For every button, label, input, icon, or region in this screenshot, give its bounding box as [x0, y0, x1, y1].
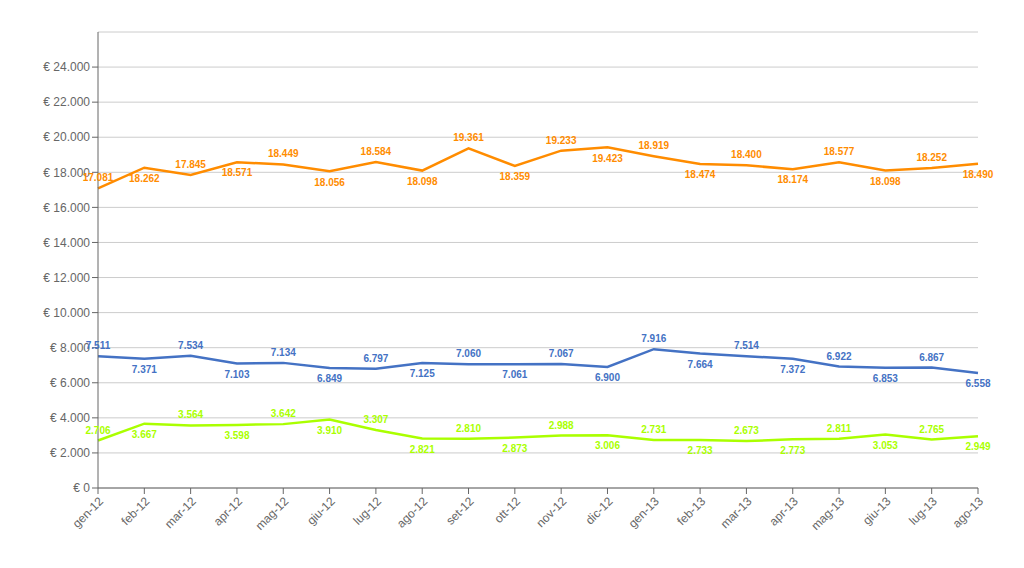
svg-text:2.821: 2.821 [410, 444, 435, 455]
svg-text:€ 4.000: € 4.000 [50, 411, 90, 425]
svg-text:2.706: 2.706 [85, 425, 110, 436]
svg-text:18.252: 18.252 [916, 152, 947, 163]
svg-text:3.667: 3.667 [132, 429, 157, 440]
svg-text:mag-13: mag-13 [809, 494, 848, 533]
svg-text:€ 24.000: € 24.000 [43, 60, 90, 74]
svg-text:7.916: 7.916 [641, 333, 666, 344]
svg-text:2.810: 2.810 [456, 423, 481, 434]
svg-text:6.558: 6.558 [965, 378, 990, 389]
svg-text:€ 0: € 0 [73, 481, 90, 495]
svg-text:giu-12: giu-12 [304, 494, 338, 528]
svg-text:18.490: 18.490 [963, 169, 994, 180]
svg-text:feb-12: feb-12 [118, 494, 152, 528]
svg-text:giu-13: giu-13 [860, 494, 894, 528]
svg-text:3.307: 3.307 [363, 414, 388, 425]
svg-text:lug-12: lug-12 [351, 494, 385, 528]
svg-text:3.910: 3.910 [317, 425, 342, 436]
svg-text:6.797: 6.797 [363, 353, 388, 364]
svg-text:6.922: 6.922 [827, 351, 852, 362]
svg-text:3.642: 3.642 [271, 408, 296, 419]
svg-text:ago-12: ago-12 [394, 494, 431, 531]
svg-text:lug-13: lug-13 [906, 494, 940, 528]
svg-text:7.061: 7.061 [502, 369, 527, 380]
svg-text:3.564: 3.564 [178, 409, 203, 420]
svg-text:6.900: 6.900 [595, 372, 620, 383]
svg-text:feb-13: feb-13 [674, 494, 708, 528]
svg-text:3.006: 3.006 [595, 440, 620, 451]
svg-text:ago-13: ago-13 [950, 494, 987, 531]
svg-text:apr-13: apr-13 [766, 494, 801, 529]
svg-text:7.371: 7.371 [132, 364, 157, 375]
svg-text:6.867: 6.867 [919, 352, 944, 363]
svg-text:2.673: 2.673 [734, 425, 759, 436]
svg-text:6.849: 6.849 [317, 373, 342, 384]
svg-text:€ 14.000: € 14.000 [43, 236, 90, 250]
svg-text:€ 20.000: € 20.000 [43, 130, 90, 144]
svg-text:7.067: 7.067 [549, 348, 574, 359]
svg-text:3.053: 3.053 [873, 440, 898, 451]
svg-text:7.664: 7.664 [688, 359, 713, 370]
svg-text:mag-12: mag-12 [253, 494, 292, 533]
svg-text:17.081: 17.081 [83, 172, 114, 183]
svg-text:7.134: 7.134 [271, 347, 296, 358]
svg-text:7.534: 7.534 [178, 340, 203, 351]
svg-text:€ 10.000: € 10.000 [43, 306, 90, 320]
svg-text:7.103: 7.103 [224, 369, 249, 380]
svg-text:18.174: 18.174 [777, 174, 808, 185]
svg-text:18.474: 18.474 [685, 169, 716, 180]
svg-text:7.514: 7.514 [734, 340, 759, 351]
svg-text:19.233: 19.233 [546, 135, 577, 146]
svg-text:7.511: 7.511 [86, 340, 111, 351]
svg-text:19.361: 19.361 [453, 132, 484, 143]
svg-text:18.571: 18.571 [222, 167, 253, 178]
svg-text:7.125: 7.125 [410, 368, 435, 379]
svg-text:€ 6.000: € 6.000 [50, 376, 90, 390]
svg-text:2.773: 2.773 [780, 445, 805, 456]
svg-text:gen-12: gen-12 [70, 494, 107, 531]
svg-text:set-12: set-12 [443, 494, 477, 528]
svg-text:17.845: 17.845 [175, 159, 206, 170]
svg-text:€ 16.000: € 16.000 [43, 201, 90, 215]
svg-text:2.733: 2.733 [688, 445, 713, 456]
svg-text:€ 8.000: € 8.000 [50, 341, 90, 355]
svg-text:18.919: 18.919 [638, 140, 669, 151]
svg-text:18.262: 18.262 [129, 173, 160, 184]
svg-text:18.056: 18.056 [314, 177, 345, 188]
svg-text:7.060: 7.060 [456, 348, 481, 359]
svg-text:18.098: 18.098 [870, 176, 901, 187]
svg-text:2.731: 2.731 [641, 424, 666, 435]
svg-text:dic-12: dic-12 [583, 494, 616, 527]
svg-text:3.598: 3.598 [224, 430, 249, 441]
svg-text:mar-13: mar-13 [718, 494, 755, 531]
svg-text:mar-12: mar-12 [162, 494, 199, 531]
svg-text:19.423: 19.423 [592, 153, 623, 164]
svg-text:18.577: 18.577 [824, 146, 855, 157]
svg-text:nov-12: nov-12 [533, 494, 569, 530]
svg-text:18.449: 18.449 [268, 148, 299, 159]
svg-text:2.873: 2.873 [502, 443, 527, 454]
svg-text:18.359: 18.359 [500, 171, 531, 182]
svg-text:2.949: 2.949 [965, 441, 990, 452]
svg-text:€ 22.000: € 22.000 [43, 95, 90, 109]
svg-text:€ 12.000: € 12.000 [43, 271, 90, 285]
svg-text:2.988: 2.988 [549, 420, 574, 431]
svg-text:18.400: 18.400 [731, 149, 762, 160]
svg-text:€ 18.000: € 18.000 [43, 165, 90, 180]
svg-text:18.584: 18.584 [361, 146, 392, 157]
svg-text:ott-12: ott-12 [491, 494, 523, 526]
svg-text:apr-12: apr-12 [211, 494, 246, 529]
svg-text:€ 2.000: € 2.000 [50, 446, 90, 460]
svg-text:gen-13: gen-13 [626, 494, 663, 531]
svg-text:2.765: 2.765 [919, 424, 944, 435]
svg-text:2.811: 2.811 [827, 423, 852, 434]
svg-text:6.853: 6.853 [873, 373, 898, 384]
svg-text:7.372: 7.372 [780, 364, 805, 375]
svg-text:18.098: 18.098 [407, 176, 438, 187]
